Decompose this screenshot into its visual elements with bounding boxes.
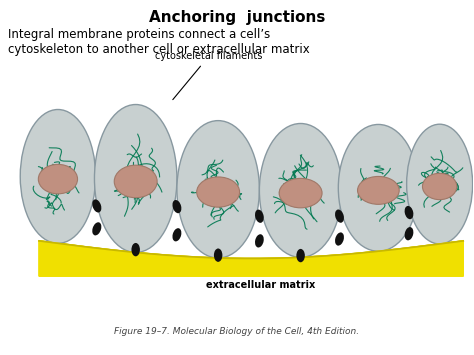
Text: Anchoring  junctions: Anchoring junctions (149, 10, 325, 25)
Ellipse shape (357, 176, 399, 204)
Ellipse shape (94, 104, 177, 252)
Ellipse shape (405, 227, 413, 240)
Ellipse shape (38, 164, 78, 194)
Text: Integral membrane proteins connect a cell’s: Integral membrane proteins connect a cel… (9, 28, 271, 41)
Ellipse shape (20, 109, 96, 243)
Polygon shape (39, 241, 463, 276)
Text: Figure 19–7. Molecular Biology of the Cell, 4th Edition.: Figure 19–7. Molecular Biology of the Ce… (114, 327, 360, 336)
Text: cytoskeleton to another cell or extracellular matrix: cytoskeleton to another cell or extracel… (9, 43, 310, 56)
Ellipse shape (407, 124, 473, 244)
Ellipse shape (259, 124, 342, 257)
Text: anchoring junctions: anchoring junctions (86, 252, 196, 274)
Ellipse shape (296, 249, 305, 262)
Ellipse shape (114, 165, 157, 198)
Ellipse shape (279, 178, 322, 208)
Text: cytoskeletal filaments: cytoskeletal filaments (155, 51, 263, 100)
Ellipse shape (422, 173, 457, 200)
Ellipse shape (173, 228, 182, 241)
Ellipse shape (214, 248, 222, 262)
Ellipse shape (335, 209, 344, 223)
Ellipse shape (131, 243, 140, 256)
Ellipse shape (335, 233, 344, 246)
Ellipse shape (92, 200, 101, 213)
Ellipse shape (338, 125, 419, 251)
Ellipse shape (92, 222, 101, 235)
Text: extracellular matrix: extracellular matrix (206, 266, 315, 290)
Ellipse shape (177, 121, 259, 258)
Polygon shape (39, 241, 463, 276)
Ellipse shape (197, 177, 239, 207)
Ellipse shape (255, 209, 264, 223)
Ellipse shape (173, 200, 182, 213)
Ellipse shape (405, 206, 413, 219)
Ellipse shape (255, 234, 264, 247)
